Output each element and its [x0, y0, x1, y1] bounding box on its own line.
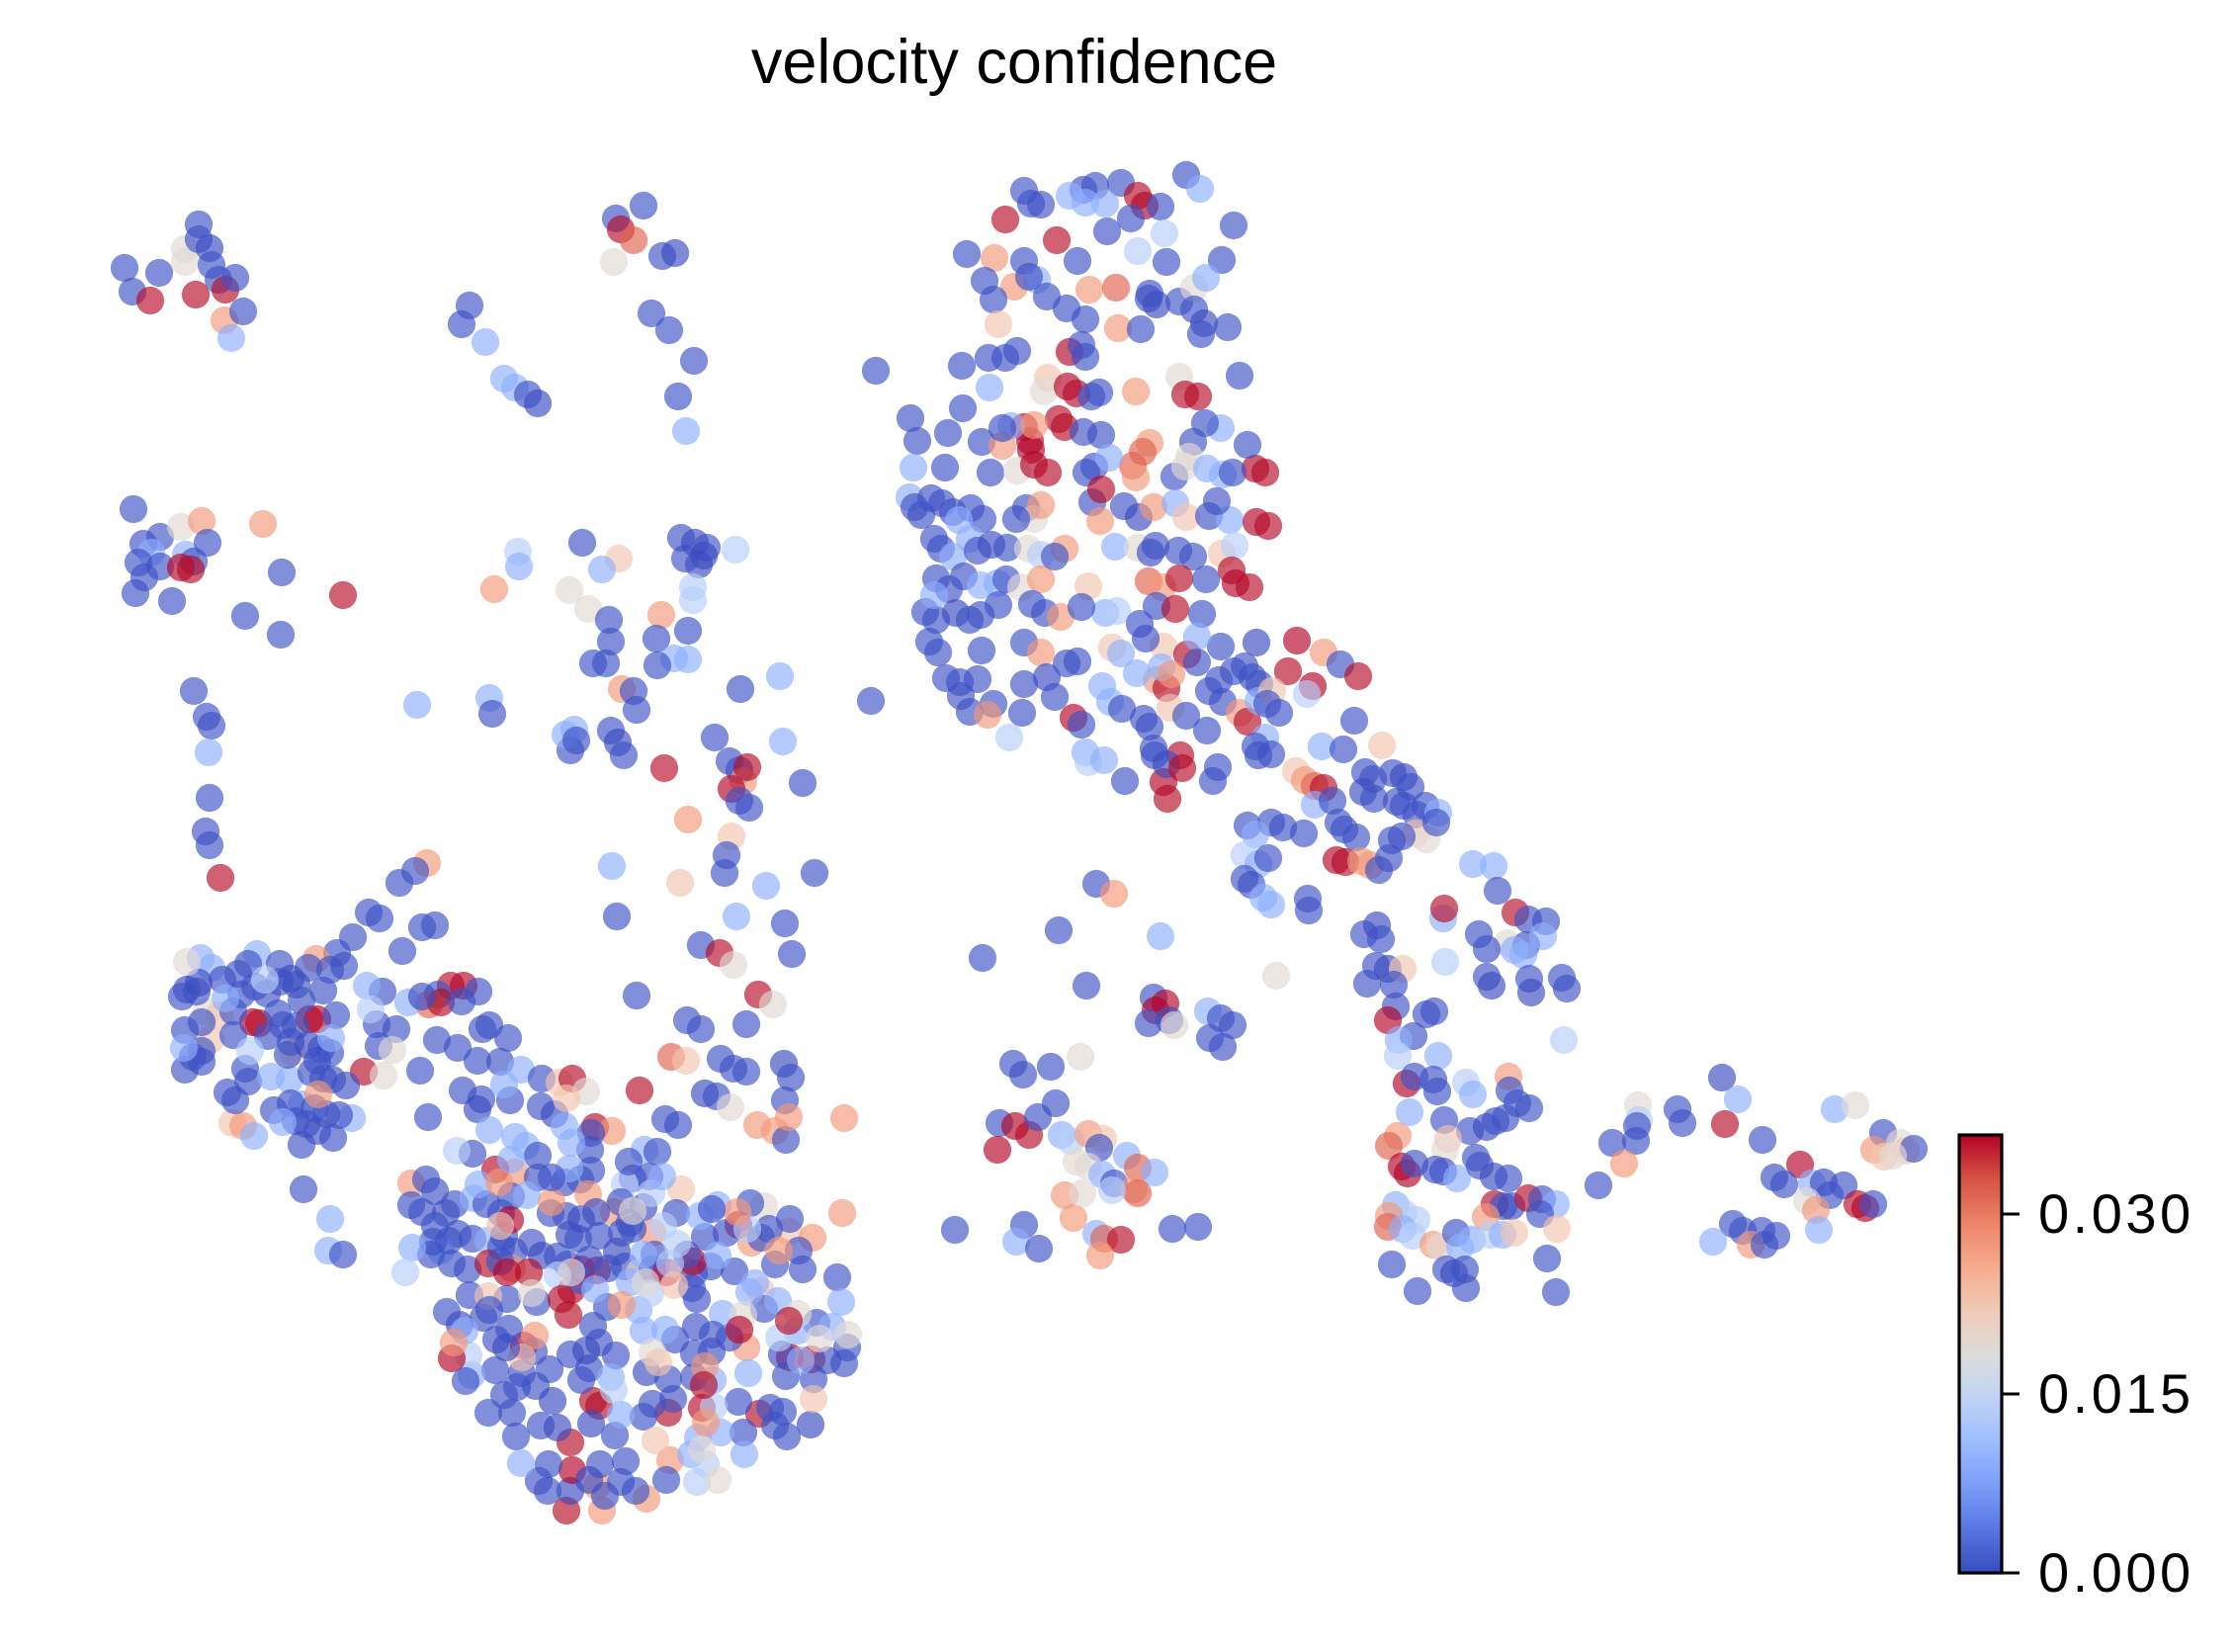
svg-text:0.000: 0.000 [2038, 1541, 2194, 1604]
svg-text:velocity confidence: velocity confidence [751, 28, 1277, 97]
svg-text:0.015: 0.015 [2038, 1362, 2194, 1425]
svg-text:0.030: 0.030 [2038, 1182, 2194, 1245]
